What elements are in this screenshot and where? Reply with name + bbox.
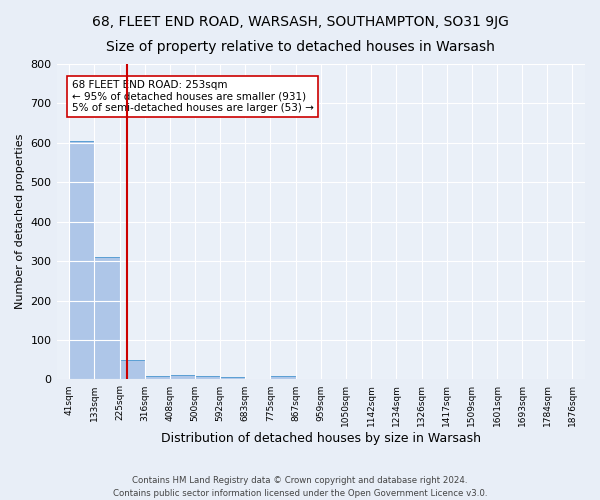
Bar <box>94 257 119 380</box>
Text: Contains HM Land Registry data © Crown copyright and database right 2024.: Contains HM Land Registry data © Crown c… <box>132 476 468 485</box>
Bar <box>145 376 170 380</box>
Text: 68, FLEET END ROAD, WARSASH, SOUTHAMPTON, SO31 9JG: 68, FLEET END ROAD, WARSASH, SOUTHAMPTON… <box>92 15 508 29</box>
Bar <box>69 141 94 380</box>
Text: 68 FLEET END ROAD: 253sqm
← 95% of detached houses are smaller (931)
5% of semi-: 68 FLEET END ROAD: 253sqm ← 95% of detac… <box>71 80 313 113</box>
Bar <box>119 360 145 380</box>
Y-axis label: Number of detached properties: Number of detached properties <box>15 134 25 310</box>
Text: Contains public sector information licensed under the Open Government Licence v3: Contains public sector information licen… <box>113 488 487 498</box>
Bar <box>271 376 296 380</box>
Bar <box>195 376 220 380</box>
X-axis label: Distribution of detached houses by size in Warsash: Distribution of detached houses by size … <box>161 432 481 445</box>
Bar <box>170 374 195 380</box>
Bar <box>220 378 245 380</box>
Text: Size of property relative to detached houses in Warsash: Size of property relative to detached ho… <box>106 40 494 54</box>
